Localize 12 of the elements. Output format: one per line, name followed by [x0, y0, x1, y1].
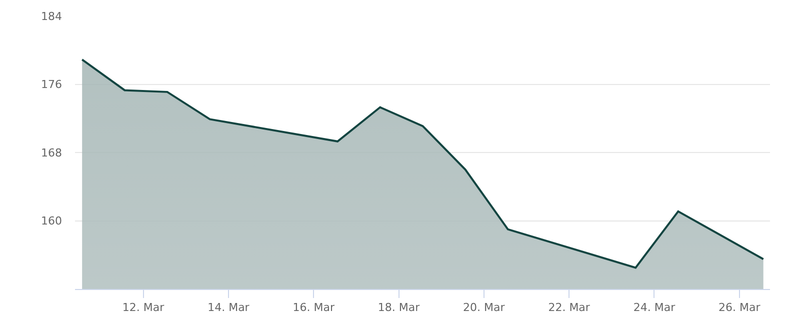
x-tick-label: 16. Mar	[292, 301, 335, 314]
y-tick-label: 168	[41, 146, 62, 160]
x-tick-label: 26. Mar	[718, 301, 761, 314]
x-tick-label: 18. Mar	[378, 301, 420, 314]
x-tick-label: 14. Mar	[208, 301, 250, 314]
y-tick-label: 160	[41, 214, 62, 228]
x-tick-label: 20. Mar	[463, 301, 506, 314]
x-tick-label: 12. Mar	[122, 301, 165, 314]
y-tick-label: 176	[41, 78, 62, 92]
x-tick-label: 22. Mar	[548, 301, 590, 314]
x-tick-label: 24. Mar	[633, 301, 676, 314]
y-tick-label: 184	[41, 10, 62, 23]
